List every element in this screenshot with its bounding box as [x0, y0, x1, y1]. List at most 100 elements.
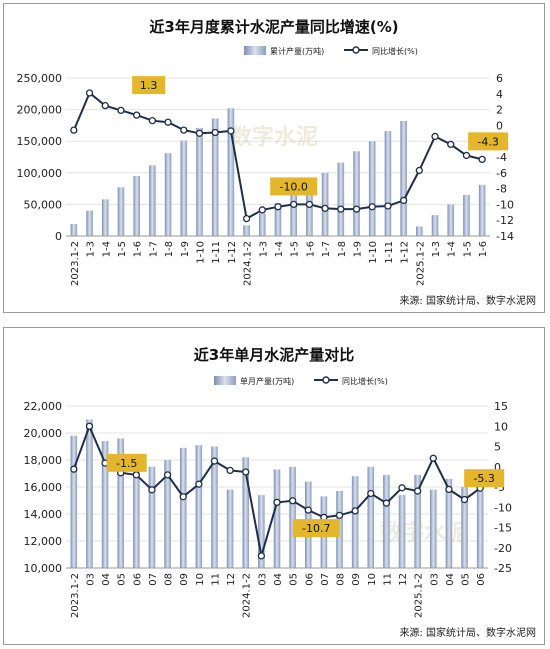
bar [179, 447, 187, 568]
annotation-label: -1.5 [116, 457, 137, 470]
bar [430, 489, 437, 568]
y-left-tick-label: 0 [55, 230, 62, 243]
bar [242, 457, 250, 568]
growth-point [382, 499, 391, 507]
growth-point [70, 126, 78, 134]
x-tick-label: 11 [382, 573, 393, 586]
bar [180, 140, 188, 236]
growth-point [305, 200, 314, 209]
annotation-label: -10.0 [279, 180, 307, 193]
y-right-tick-label: 5 [494, 441, 501, 454]
growth-point [415, 166, 423, 175]
bar [86, 419, 93, 568]
growth-point [210, 457, 219, 465]
bar [211, 446, 218, 568]
growth-point [398, 484, 406, 492]
x-tick-label: 08 [336, 573, 347, 586]
bar [337, 162, 345, 236]
legend-line-marker [322, 376, 330, 384]
growth-point [352, 205, 361, 213]
annotation-box [106, 453, 147, 472]
x-tick-label: 1-5 [290, 241, 301, 257]
bar [133, 175, 140, 236]
x-tick-label: 06 [476, 573, 487, 586]
growth-point [227, 127, 235, 135]
growth-point [163, 471, 172, 479]
x-tick-label: 09 [351, 573, 362, 586]
y-right-tick-label: -6 [496, 167, 507, 180]
bar [274, 203, 282, 236]
growth-point [321, 204, 329, 213]
legend-line-label: 同比增长(%) [342, 376, 388, 386]
growth-point [226, 466, 234, 475]
growth-point [180, 126, 188, 134]
bar [164, 153, 172, 236]
x-tick-label: 1-11 [384, 241, 395, 264]
bar [445, 478, 453, 568]
bar [117, 438, 124, 568]
bar [101, 441, 109, 568]
growth-point [242, 468, 250, 476]
growth-point [179, 493, 187, 501]
y-right-tick-label: -14 [496, 230, 514, 243]
legend-line-marker [352, 46, 360, 54]
x-tick-label: 03 [85, 573, 96, 586]
y-left-tick-label: 50,000 [24, 198, 63, 211]
x-tick-label: 05 [289, 573, 300, 586]
x-tick-label: 05 [117, 573, 128, 586]
bar [447, 204, 455, 236]
y-left-tick-label: 200,000 [17, 104, 63, 117]
y-right-tick-label: -12 [496, 214, 514, 227]
x-tick-label: 2025.1-2 [414, 573, 425, 618]
bar [149, 165, 156, 236]
y-left-tick-label: 18,000 [24, 454, 63, 467]
x-tick-label: 12 [226, 573, 237, 586]
bar [383, 474, 390, 568]
x-tick-label: 1-9 [353, 241, 364, 257]
chart1-source: 来源: 国家统计局、数字水泥网 [399, 296, 536, 307]
x-tick-label: 04 [273, 573, 284, 586]
bar [196, 127, 203, 236]
growth-point [117, 106, 125, 115]
bar [400, 120, 407, 236]
annotation-box [292, 519, 340, 538]
bar [367, 466, 375, 568]
x-tick-label: 1-4 [101, 241, 112, 257]
growth-point [164, 118, 172, 126]
bar [368, 141, 376, 236]
bar [461, 487, 468, 568]
x-tick-label: 1-4 [274, 241, 285, 257]
x-tick-label: 1-9 [180, 241, 191, 257]
y-right-tick-label: 0 [496, 119, 503, 132]
y-left-tick-label: 22,000 [24, 400, 63, 413]
x-tick-label: 1-11 [211, 241, 222, 264]
bar [414, 474, 421, 568]
growth-point [258, 206, 266, 214]
growth-point [460, 495, 469, 504]
y-left-tick-label: 250,000 [17, 72, 63, 85]
x-tick-label: 1-10 [368, 241, 379, 264]
y-right-tick-label: -10 [494, 501, 512, 514]
bar [86, 210, 93, 236]
chart2-source: 来源: 国家统计局、数字水泥网 [399, 628, 536, 639]
annotation-box [132, 76, 166, 95]
y-right-tick-label: 2 [496, 104, 503, 117]
growth-point [351, 507, 359, 515]
legend-bar-swatch [244, 46, 266, 55]
growth-point [414, 487, 422, 495]
x-tick-label: 09 [179, 573, 190, 586]
x-tick-label: 03 [257, 573, 268, 586]
y-left-tick-label: 150,000 [17, 135, 63, 148]
bar [398, 495, 406, 568]
bar [70, 435, 78, 568]
growth-point [290, 200, 298, 209]
y-right-tick-label: 15 [494, 400, 508, 413]
x-tick-label: 2025.1-2 [415, 241, 426, 286]
y-right-tick-label: 10 [494, 420, 508, 433]
y-right-tick-label: 4 [496, 88, 503, 101]
y-left-tick-label: 12,000 [24, 535, 63, 548]
cumulative-chart-panel: 近3年月度累计水泥产量同比增速(%) 累计产量(万吨) 同比增长(%) 0 50,000… [3, 3, 545, 313]
bar [258, 213, 266, 236]
x-tick-label: 1-3 [86, 241, 97, 257]
annotation-box [468, 132, 509, 151]
